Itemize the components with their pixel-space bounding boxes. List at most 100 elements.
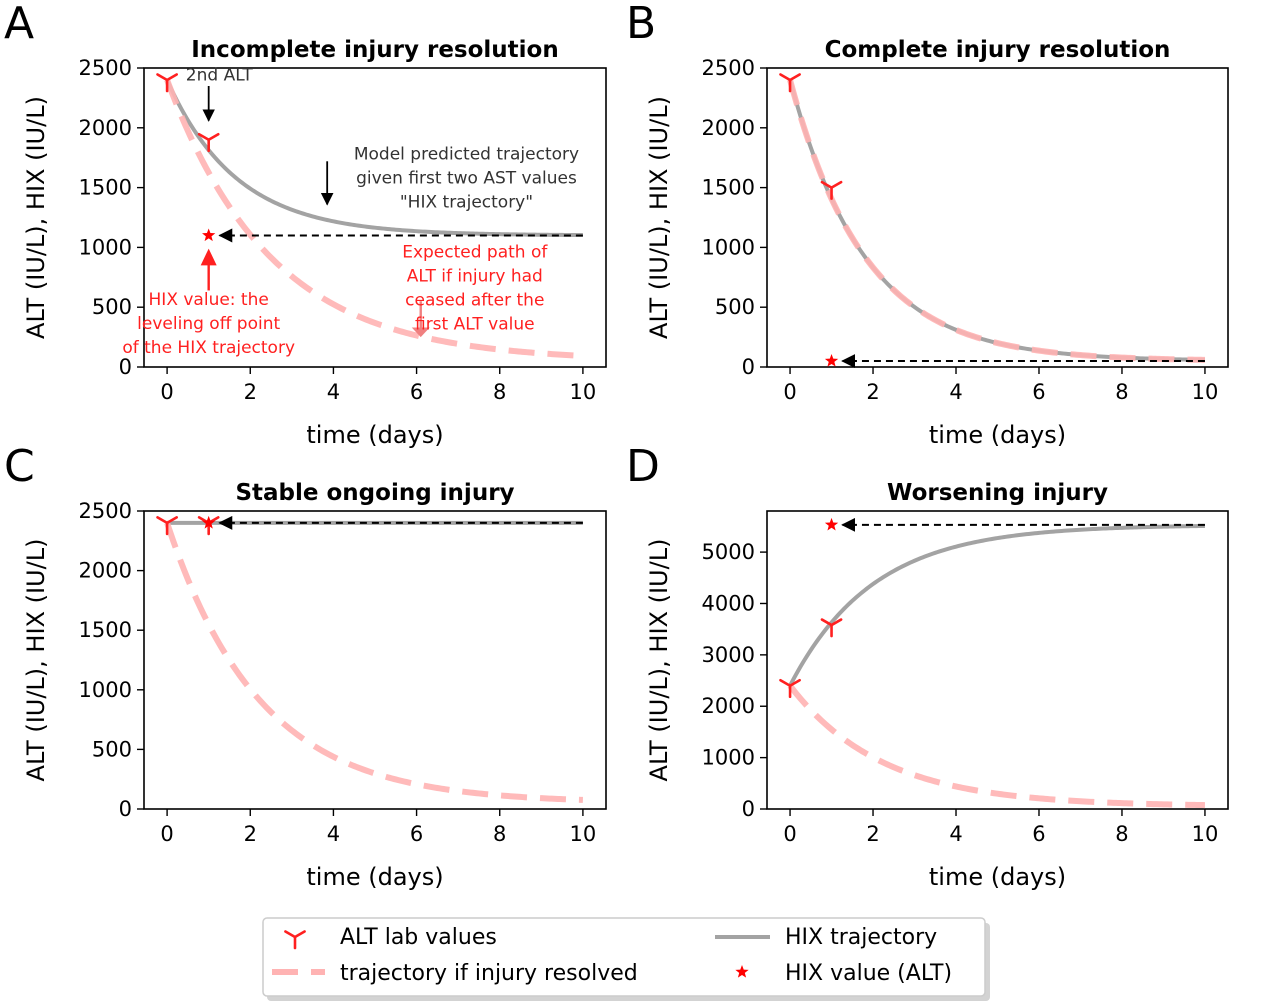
resolved-trajectory-line bbox=[164, 78, 584, 359]
y-tick-label: 1500 bbox=[79, 618, 132, 642]
panel-letter: A bbox=[4, 0, 34, 49]
y-tick-label: 0 bbox=[742, 355, 755, 379]
hix-value-star bbox=[824, 354, 839, 367]
annotation-line: Model predicted trajectory bbox=[354, 144, 579, 164]
x-tick-label: 0 bbox=[783, 380, 796, 404]
legend-label: trajectory if injury resolved bbox=[340, 961, 638, 986]
legend-frame bbox=[262, 917, 986, 997]
annotation-line: given first two AST values bbox=[356, 168, 577, 188]
annotation-line: HIX value: the bbox=[149, 290, 269, 310]
panel-d: D Worsening injury 0 2 4 6 8 10 0 1000 2000 3000 400… bbox=[626, 441, 1229, 891]
panel-c: C Stable ongoing injury 0 2 4 6 8 10 0 500 1000 150… bbox=[4, 441, 607, 891]
y-tick-label: 2000 bbox=[79, 116, 132, 140]
x-tick-label: 2 bbox=[866, 380, 879, 404]
annotation-line: ceased after the bbox=[405, 291, 544, 311]
x-tick-label: 10 bbox=[570, 380, 597, 404]
x-tick-label: 6 bbox=[410, 380, 423, 404]
alt-lab-marker bbox=[820, 618, 843, 638]
y-tick-label: 3000 bbox=[702, 643, 755, 667]
expected-path-arrowhead bbox=[411, 327, 430, 338]
annotation-line: first ALT value bbox=[415, 315, 535, 335]
panel-letter: C bbox=[4, 441, 35, 492]
hix-value-star bbox=[824, 517, 839, 531]
hix-value-star bbox=[202, 228, 216, 242]
x-tick-label: 6 bbox=[1032, 822, 1045, 846]
x-tick-label: 10 bbox=[570, 822, 597, 846]
panel-letter: D bbox=[626, 441, 660, 492]
axes-frame bbox=[143, 67, 607, 368]
x-axis-label: time (days) bbox=[306, 863, 443, 891]
x-tick-label: 2 bbox=[244, 380, 257, 404]
y-tick-label: 2000 bbox=[702, 694, 755, 718]
y-axis-label: ALT (IU/L), HIX (IU/L) bbox=[22, 96, 50, 339]
axes-frame bbox=[766, 67, 1229, 368]
x-tick-label: 4 bbox=[949, 380, 962, 404]
alt-lab-marker bbox=[197, 132, 220, 153]
panel-letter: B bbox=[626, 0, 656, 49]
y-axis-label: ALT (IU/L), HIX (IU/L) bbox=[645, 539, 673, 782]
hix-trajectory-line bbox=[165, 79, 583, 238]
x-tick-label: 10 bbox=[1192, 822, 1219, 846]
axes-frame bbox=[143, 510, 607, 810]
annotation-line: of the HIX trajectory bbox=[122, 338, 295, 358]
y-tick-label: 2000 bbox=[702, 116, 755, 140]
panel-a: A Incomplete injury resolution 0 2 4 6 8 10 0 500… bbox=[4, 0, 607, 449]
legend-item: ALT lab values bbox=[284, 925, 497, 950]
x-tick-label: 2 bbox=[244, 822, 257, 846]
y-tick-label: 0 bbox=[119, 797, 132, 821]
y-tick-label: 500 bbox=[715, 295, 755, 319]
y-tick-label: 1500 bbox=[79, 176, 132, 200]
hix-value-red-arrowhead bbox=[200, 248, 217, 266]
x-axis-label: time (days) bbox=[306, 421, 443, 449]
x-tick-label: 4 bbox=[327, 822, 340, 846]
legend-alt-marker bbox=[284, 930, 306, 950]
chart-title: Worsening injury bbox=[887, 480, 1108, 506]
annotation-text: Model predicted trajectory given first tw… bbox=[354, 144, 579, 212]
annotation-line: 2nd ALT bbox=[186, 66, 254, 86]
alt-lab-marker bbox=[779, 678, 801, 698]
legend-hix-star bbox=[735, 965, 749, 978]
y-tick-label: 1500 bbox=[702, 176, 755, 200]
y-tick-label: 0 bbox=[742, 797, 755, 821]
annotations: 2nd ALT Model predicted trajectory given f… bbox=[122, 66, 579, 358]
y-tick-label: 1000 bbox=[79, 235, 132, 259]
annotation-line: ALT if injury had bbox=[407, 267, 543, 287]
y-tick-label: 1000 bbox=[702, 235, 755, 259]
x-tick-label: 8 bbox=[493, 380, 506, 404]
hix-trajectory-line bbox=[788, 523, 1205, 687]
x-tick-label: 4 bbox=[327, 380, 340, 404]
chart-title: Stable ongoing injury bbox=[235, 480, 514, 506]
annotation-line: Expected path of bbox=[402, 243, 548, 263]
annotation-text: Expected path of ALT if injury had ceased … bbox=[402, 243, 548, 335]
x-tick-label: 6 bbox=[1032, 380, 1045, 404]
annotation-text: HIX value: the leveling off point of the H… bbox=[122, 290, 295, 358]
x-tick-label: 0 bbox=[160, 380, 173, 404]
y-tick-label: 2500 bbox=[702, 56, 755, 80]
y-tick-label: 0 bbox=[119, 355, 132, 379]
legend-label: HIX trajectory bbox=[785, 925, 937, 950]
annotation-text: 2nd ALT bbox=[186, 66, 254, 86]
y-tick-label: 500 bbox=[92, 737, 132, 761]
annotation-line: "HIX trajectory" bbox=[400, 192, 533, 212]
x-axis-label: time (days) bbox=[929, 863, 1066, 891]
chart-title: Incomplete injury resolution bbox=[191, 37, 558, 63]
y-tick-label: 1000 bbox=[79, 678, 132, 702]
legend-item: trajectory if injury resolved bbox=[272, 961, 638, 986]
alt-lab-marker bbox=[156, 516, 178, 536]
y-axis-label: ALT (IU/L), HIX (IU/L) bbox=[645, 96, 673, 339]
axes-frame bbox=[766, 510, 1229, 810]
y-tick-label: 2500 bbox=[79, 499, 132, 523]
y-tick-label: 5000 bbox=[702, 540, 755, 564]
x-tick-label: 0 bbox=[160, 822, 173, 846]
alt-lab-marker bbox=[820, 180, 843, 200]
x-tick-label: 4 bbox=[949, 822, 962, 846]
x-axis-label: time (days) bbox=[929, 421, 1066, 449]
legend-label: ALT lab values bbox=[340, 925, 497, 950]
legend-label: HIX value (ALT) bbox=[785, 961, 952, 986]
x-tick-label: 8 bbox=[493, 822, 506, 846]
y-tick-label: 1000 bbox=[702, 746, 755, 770]
legend-item: HIX trajectory bbox=[715, 925, 937, 950]
x-tick-label: 0 bbox=[783, 822, 796, 846]
x-tick-label: 2 bbox=[866, 822, 879, 846]
